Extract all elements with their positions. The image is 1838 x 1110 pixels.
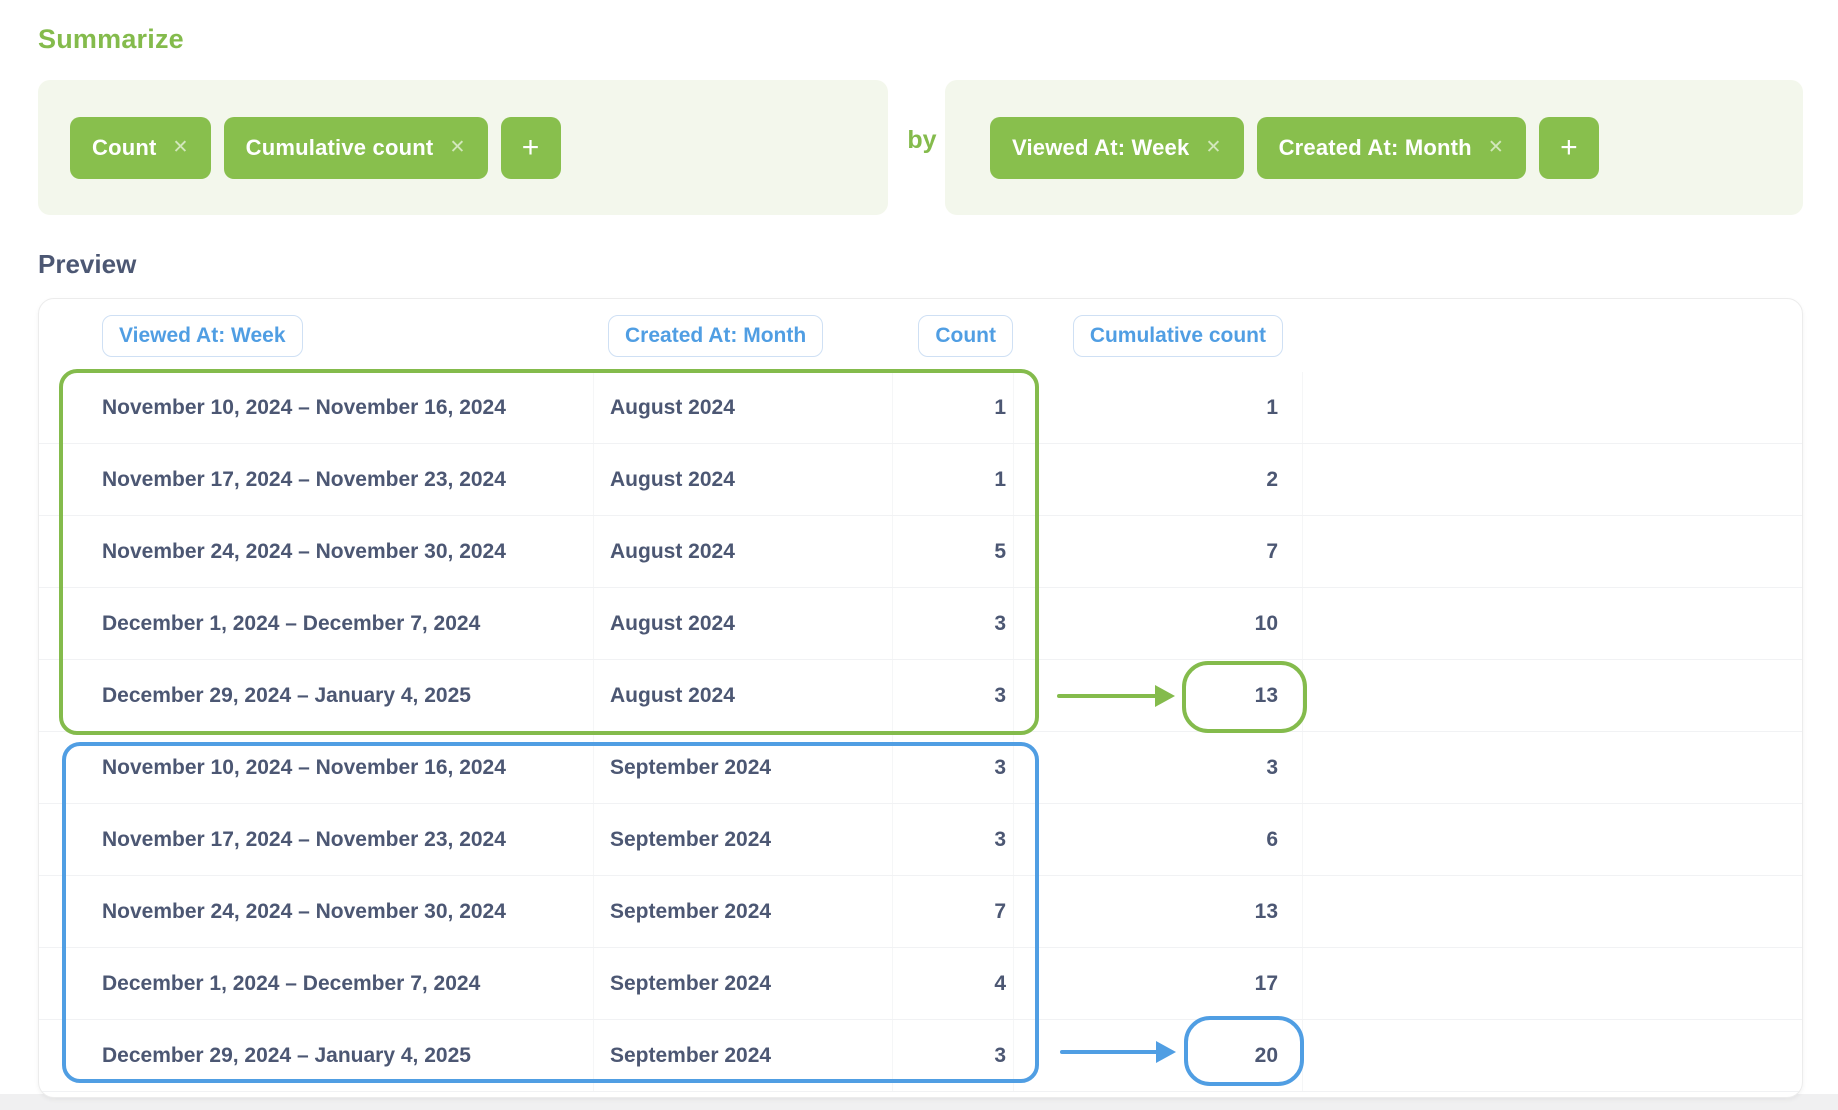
cell-created-at-month: August 2024 bbox=[593, 516, 892, 587]
cell-count: 7 bbox=[892, 876, 1013, 947]
table-row: December 29, 2024 – January 4, 2025 Sept… bbox=[39, 1020, 1802, 1092]
table-row: December 1, 2024 – December 7, 2024 Augu… bbox=[39, 588, 1802, 660]
table-row: November 10, 2024 – November 16, 2024 Se… bbox=[39, 732, 1802, 804]
cell-cumulative-count: 17 bbox=[1013, 948, 1302, 1019]
cell-cumulative-count: 20 bbox=[1013, 1020, 1302, 1091]
cell-viewed-at-week: November 10, 2024 – November 16, 2024 bbox=[102, 755, 506, 779]
cell-count: 3 bbox=[892, 804, 1013, 875]
column-header-count[interactable]: Count bbox=[918, 314, 1013, 357]
cell-viewed-at-week: December 29, 2024 – January 4, 2025 bbox=[102, 1043, 471, 1067]
grouping-pill-label: Viewed At: Week bbox=[1012, 134, 1190, 160]
metrics-panel: Count ✕ Cumulative count ✕ + bbox=[38, 80, 888, 215]
cell-viewed-at-week: November 24, 2024 – November 30, 2024 bbox=[102, 899, 506, 923]
cell-count: 5 bbox=[892, 516, 1013, 587]
cell-cumulative-count: 13 bbox=[1013, 660, 1302, 731]
cell-count: 3 bbox=[892, 1020, 1013, 1091]
by-label: by bbox=[907, 126, 937, 154]
cell-count: 4 bbox=[892, 948, 1013, 1019]
cell-viewed-at-week: November 24, 2024 – November 30, 2024 bbox=[102, 539, 506, 563]
preview-heading: Preview bbox=[38, 249, 137, 279]
add-grouping-button[interactable]: + bbox=[1538, 116, 1599, 179]
metric-pill-cumulative-count[interactable]: Cumulative count ✕ bbox=[223, 116, 488, 179]
cell-cumulative-count: 7 bbox=[1013, 516, 1302, 587]
cell-viewed-at-week: December 29, 2024 – January 4, 2025 bbox=[102, 683, 471, 707]
cell-created-at-month: September 2024 bbox=[593, 948, 892, 1019]
cell-cumulative-count: 1 bbox=[1013, 372, 1302, 443]
cell-created-at-month: August 2024 bbox=[593, 660, 892, 731]
cell-cumulative-count: 6 bbox=[1013, 804, 1302, 875]
grouping-pill-viewed-at-week[interactable]: Viewed At: Week ✕ bbox=[990, 116, 1244, 179]
plus-icon: + bbox=[521, 130, 540, 164]
remove-metric-icon[interactable]: ✕ bbox=[172, 137, 189, 158]
cell-created-at-month: August 2024 bbox=[593, 372, 892, 443]
cell-created-at-month: September 2024 bbox=[593, 1020, 892, 1091]
card-bottom-band bbox=[0, 1094, 1838, 1110]
column-header-created-at-month[interactable]: Created At: Month bbox=[608, 314, 824, 357]
cell-created-at-month: August 2024 bbox=[593, 588, 892, 659]
cell-cumulative-count: 13 bbox=[1013, 876, 1302, 947]
grouping-pill-created-at-month[interactable]: Created At: Month ✕ bbox=[1256, 116, 1526, 179]
table-header-row: Viewed At: Week Created At: Month Count … bbox=[39, 299, 1802, 372]
table-body: November 10, 2024 – November 16, 2024 Au… bbox=[39, 372, 1802, 1092]
cell-viewed-at-week: December 1, 2024 – December 7, 2024 bbox=[102, 971, 481, 995]
cell-viewed-at-week: November 17, 2024 – November 23, 2024 bbox=[102, 827, 506, 851]
cell-count: 1 bbox=[892, 372, 1013, 443]
remove-grouping-icon[interactable]: ✕ bbox=[1205, 137, 1222, 158]
table-row: December 1, 2024 – December 7, 2024 Sept… bbox=[39, 948, 1802, 1020]
plus-icon: + bbox=[1560, 130, 1578, 164]
cell-cumulative-count: 2 bbox=[1013, 444, 1302, 515]
cell-created-at-month: August 2024 bbox=[593, 444, 892, 515]
table-row: December 29, 2024 – January 4, 2025 Augu… bbox=[39, 660, 1802, 732]
add-metric-button[interactable]: + bbox=[500, 116, 561, 179]
cell-cumulative-count: 3 bbox=[1013, 732, 1302, 803]
metric-pill-label: Count bbox=[92, 134, 157, 160]
table-row: November 10, 2024 – November 16, 2024 Au… bbox=[39, 372, 1802, 444]
cell-viewed-at-week: November 17, 2024 – November 23, 2024 bbox=[102, 467, 506, 491]
metric-pill-count[interactable]: Count ✕ bbox=[70, 116, 211, 179]
groupings-panel: Viewed At: Week ✕ Created At: Month ✕ + bbox=[945, 80, 1803, 215]
column-header-cumulative-count[interactable]: Cumulative count bbox=[1072, 314, 1283, 357]
remove-grouping-icon[interactable]: ✕ bbox=[1487, 137, 1504, 158]
cell-created-at-month: September 2024 bbox=[593, 804, 892, 875]
cell-created-at-month: September 2024 bbox=[593, 876, 892, 947]
cell-count: 3 bbox=[892, 588, 1013, 659]
grouping-pill-label: Created At: Month bbox=[1278, 134, 1472, 160]
cell-count: 3 bbox=[892, 660, 1013, 731]
cell-cumulative-count: 10 bbox=[1013, 588, 1302, 659]
cell-count: 3 bbox=[892, 732, 1013, 803]
column-header-viewed-at-week[interactable]: Viewed At: Week bbox=[102, 314, 303, 357]
table-row: November 17, 2024 – November 23, 2024 Se… bbox=[39, 804, 1802, 876]
metric-pill-label: Cumulative count bbox=[245, 134, 434, 160]
table-row: November 24, 2024 – November 30, 2024 Se… bbox=[39, 876, 1802, 948]
table-row: November 24, 2024 – November 30, 2024 Au… bbox=[39, 516, 1802, 588]
cell-count: 1 bbox=[892, 444, 1013, 515]
cell-viewed-at-week: November 10, 2024 – November 16, 2024 bbox=[102, 395, 506, 419]
remove-metric-icon[interactable]: ✕ bbox=[449, 137, 466, 158]
cell-viewed-at-week: December 1, 2024 – December 7, 2024 bbox=[102, 611, 481, 635]
table-row: November 17, 2024 – November 23, 2024 Au… bbox=[39, 444, 1802, 516]
cell-created-at-month: September 2024 bbox=[593, 732, 892, 803]
summarize-heading: Summarize bbox=[38, 24, 184, 54]
preview-table-card: Viewed At: Week Created At: Month Count … bbox=[38, 298, 1803, 1098]
